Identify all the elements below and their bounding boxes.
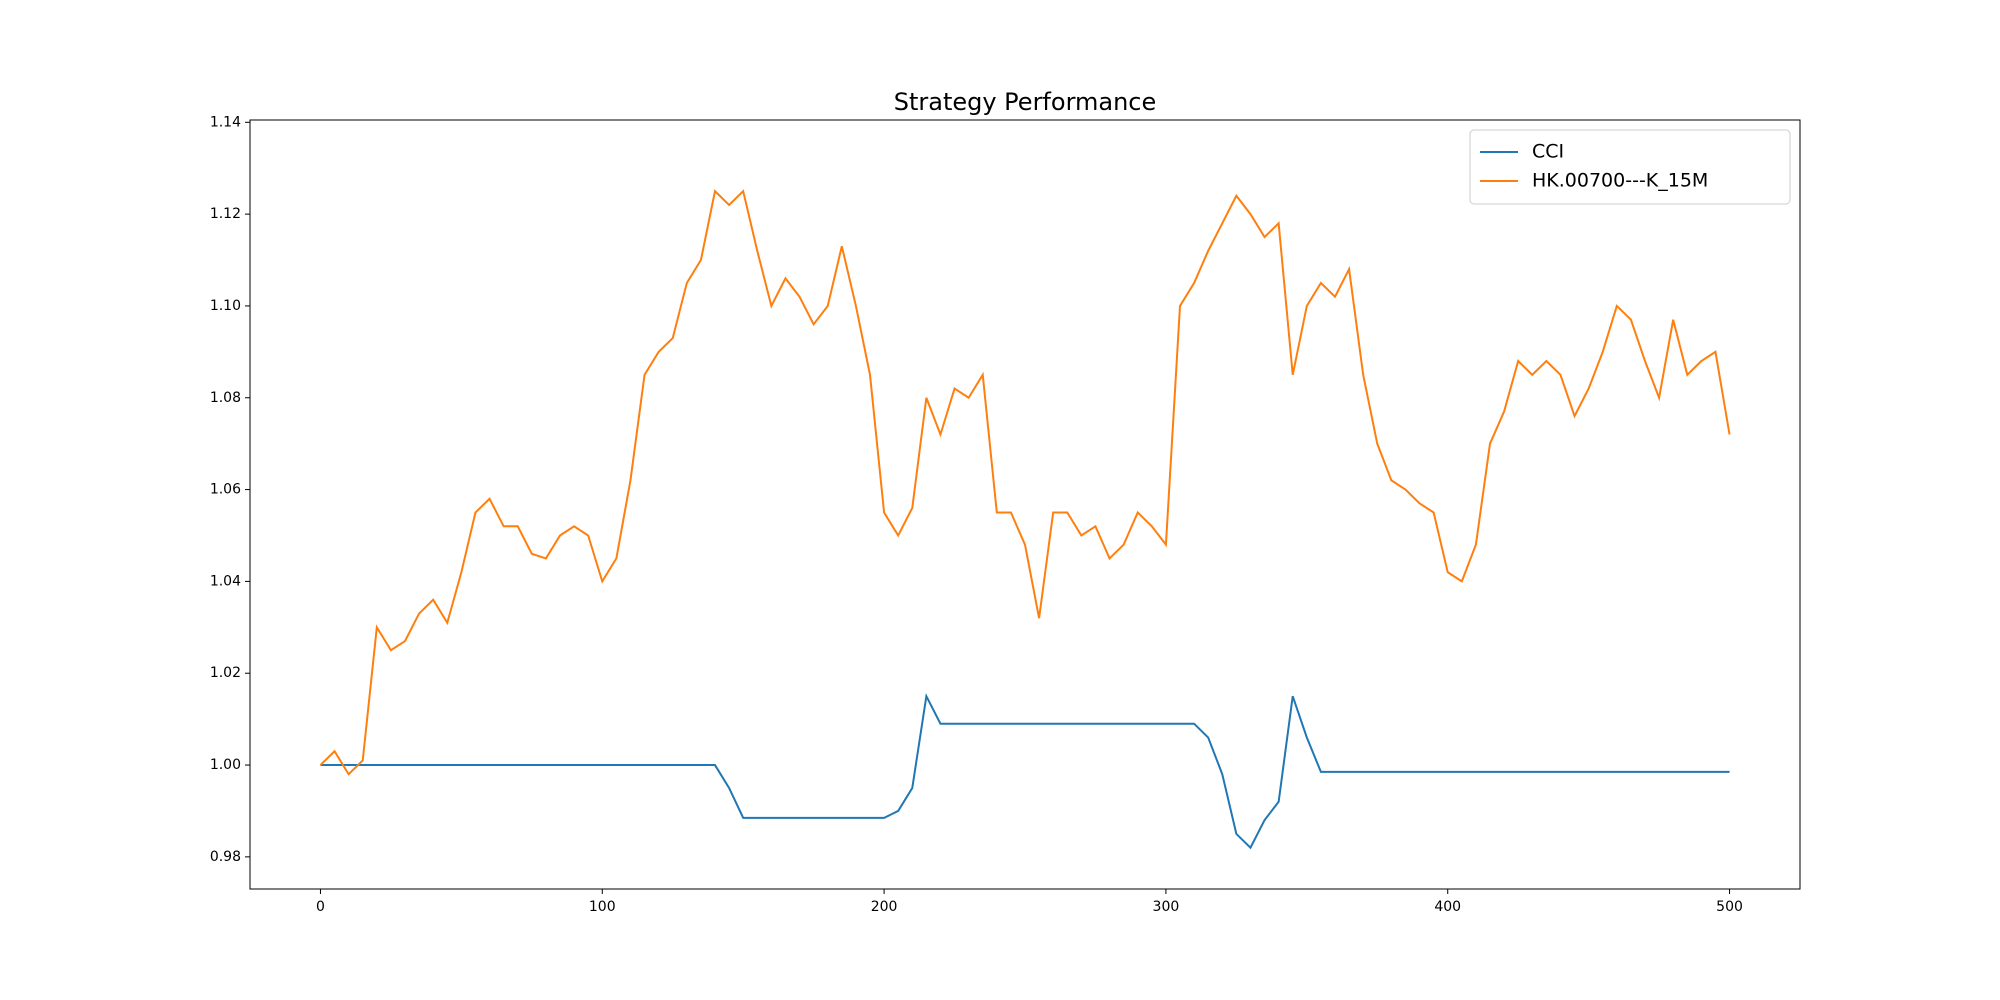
y-tick-label: 1.12 [210,206,241,222]
legend-label: HK.00700---K_15M [1532,170,1708,192]
y-tick-label: 1.06 [210,482,241,498]
y-tick-label: 1.10 [210,298,241,314]
y-tick-label: 1.08 [210,390,241,406]
x-tick-label: 400 [1434,899,1461,915]
y-tick-label: 0.98 [210,849,241,865]
x-tick-label: 500 [1716,899,1743,915]
y-tick-label: 1.04 [210,573,241,589]
series-line [319,189,1731,776]
x-tick-label: 100 [589,899,616,915]
legend-box [1469,129,1791,205]
plot-frame [249,119,1801,890]
y-tick-label: 1.02 [210,665,241,681]
x-tick-label: 0 [316,899,325,915]
y-tick-label: 1.14 [210,114,241,130]
series-line [320,692,1730,850]
chart-title: Strategy Performance [894,88,1157,116]
legend-label: CCI [1532,141,1564,163]
x-tick-label: 300 [1153,899,1180,915]
y-tick-label: 1.00 [210,757,241,773]
x-tick-label: 200 [871,899,898,915]
